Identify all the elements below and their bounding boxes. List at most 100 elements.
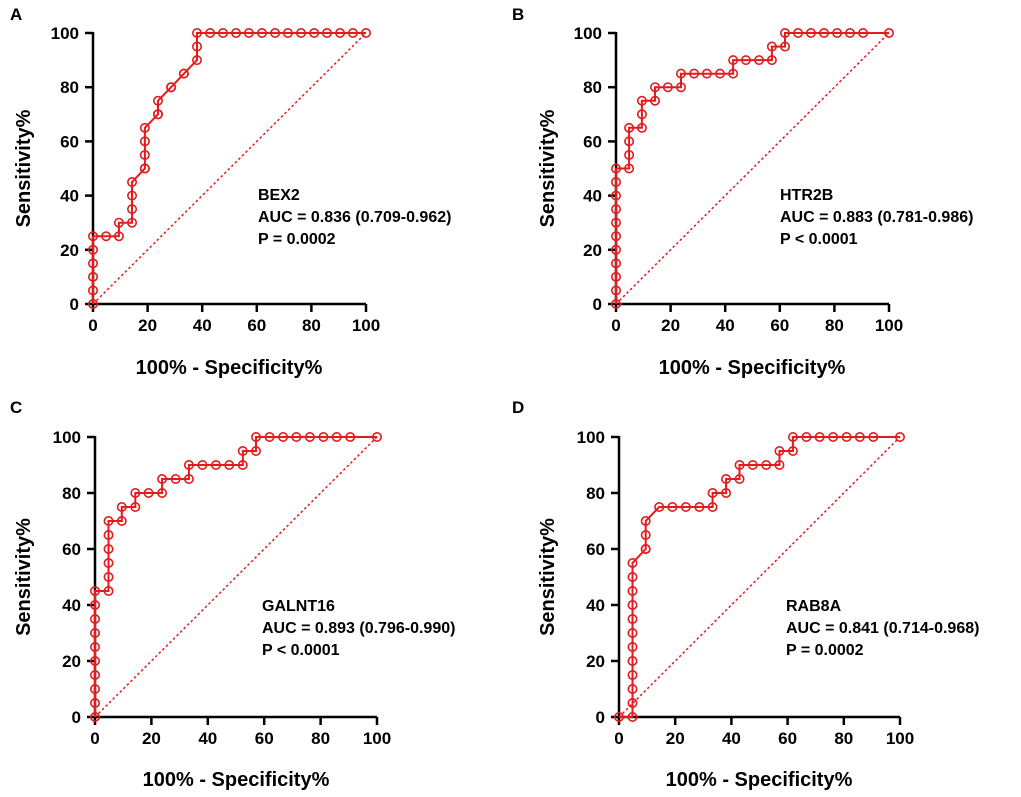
gene-label: GALNT16 [262,598,335,615]
y-tick-label: 40 [60,187,79,206]
roc-point [636,109,647,120]
roc-point [103,571,114,582]
roc-point [754,55,765,66]
roc-point [650,95,661,106]
p-value-label: P < 0.0001 [780,231,858,248]
roc-point [640,529,651,540]
roc-point [627,599,638,610]
roc-point [192,27,203,38]
roc-panel-d: D 0 20 40 60 80 100 0 20 40 60 80 100 100% - Specific… [512,398,979,791]
x-tick-label: 20 [661,316,680,335]
roc-point [278,431,289,442]
roc-point [675,82,686,93]
x-tick-label: 60 [778,729,797,748]
roc-point [345,431,356,442]
x-tick-label: 80 [825,316,844,335]
roc-point [734,473,745,484]
roc-point [88,271,99,282]
roc-point [90,613,101,624]
roc-point [113,217,124,228]
roc-point [192,41,203,52]
y-axis-title: Sensitivity% [537,109,559,227]
roc-point [243,27,254,38]
roc-point [101,231,112,242]
roc-point [610,258,621,269]
y-tick-label: 60 [60,132,79,151]
panel-letter: B [512,5,524,24]
roc-point [282,27,293,38]
roc-point [613,711,624,722]
roc-point [624,122,635,133]
y-tick-label: 0 [593,295,602,314]
x-tick-label: 60 [255,729,274,748]
roc-point [127,204,138,215]
x-tick-label: 60 [247,316,266,335]
y-tick-label: 40 [586,596,605,615]
x-tick-label: 80 [302,316,321,335]
roc-point [627,585,638,596]
x-tick-label: 0 [614,729,623,748]
roc-point [640,543,651,554]
roc-point [360,27,371,38]
roc-point [624,149,635,160]
x-axis-title: 100% - Specificity% [659,357,846,379]
roc-point [256,27,267,38]
roc-point [627,697,638,708]
panel-letter: A [10,5,22,24]
gene-label: HTR2B [780,187,833,204]
roc-point [610,298,621,309]
roc-point [774,445,785,456]
roc-point [858,27,869,38]
roc-point [127,217,138,228]
roc-point [183,473,194,484]
roc-point [143,487,154,498]
roc-panel-a: A 0 20 40 60 80 100 0 20 40 60 80 100 100% - Specific… [10,5,451,379]
x-tick-label: 20 [142,729,161,748]
reference-diagonal-line [618,436,901,718]
roc-point [766,55,777,66]
x-tick-label: 40 [716,316,735,335]
roc-point [715,68,726,79]
roc-point [170,473,181,484]
roc-point [801,431,812,442]
roc-point [832,27,843,38]
roc-point [728,55,739,66]
roc-point [636,95,647,106]
y-tick-label: 100 [574,24,602,43]
roc-point [854,431,865,442]
y-axis-title: Sensitivity% [13,109,35,227]
roc-point [627,557,638,568]
roc-point [139,149,150,160]
roc-point [766,41,777,52]
x-tick-label: 80 [834,729,853,748]
y-tick-label: 40 [62,596,81,615]
roc-point [88,244,99,255]
roc-point [157,487,168,498]
roc-point [747,459,758,470]
roc-point [224,459,235,470]
roc-point [157,473,168,484]
roc-point [139,163,150,174]
y-axis-title: Sensitivity% [13,518,35,636]
roc-point [270,27,281,38]
roc-point [90,711,101,722]
y-tick-label: 100 [51,24,79,43]
roc-point [793,27,804,38]
gene-label: RAB8A [786,598,842,615]
x-axis-title: 100% - Specificity% [136,357,323,379]
roc-point [217,27,228,38]
roc-point [868,431,879,442]
roc-point [610,244,621,255]
roc-point [127,190,138,201]
roc-point [627,711,638,722]
roc-point [130,487,141,498]
y-tick-label: 80 [583,78,602,97]
auc-label: AUC = 0.841 (0.714-0.968) [786,620,979,637]
x-tick-label: 0 [90,729,99,748]
auc-label: AUC = 0.893 (0.796-0.990) [262,620,455,637]
x-tick-label: 40 [193,316,212,335]
reference-diagonal-line [94,436,378,718]
roc-point [251,445,262,456]
roc-point [610,177,621,188]
roc-point [264,431,275,442]
